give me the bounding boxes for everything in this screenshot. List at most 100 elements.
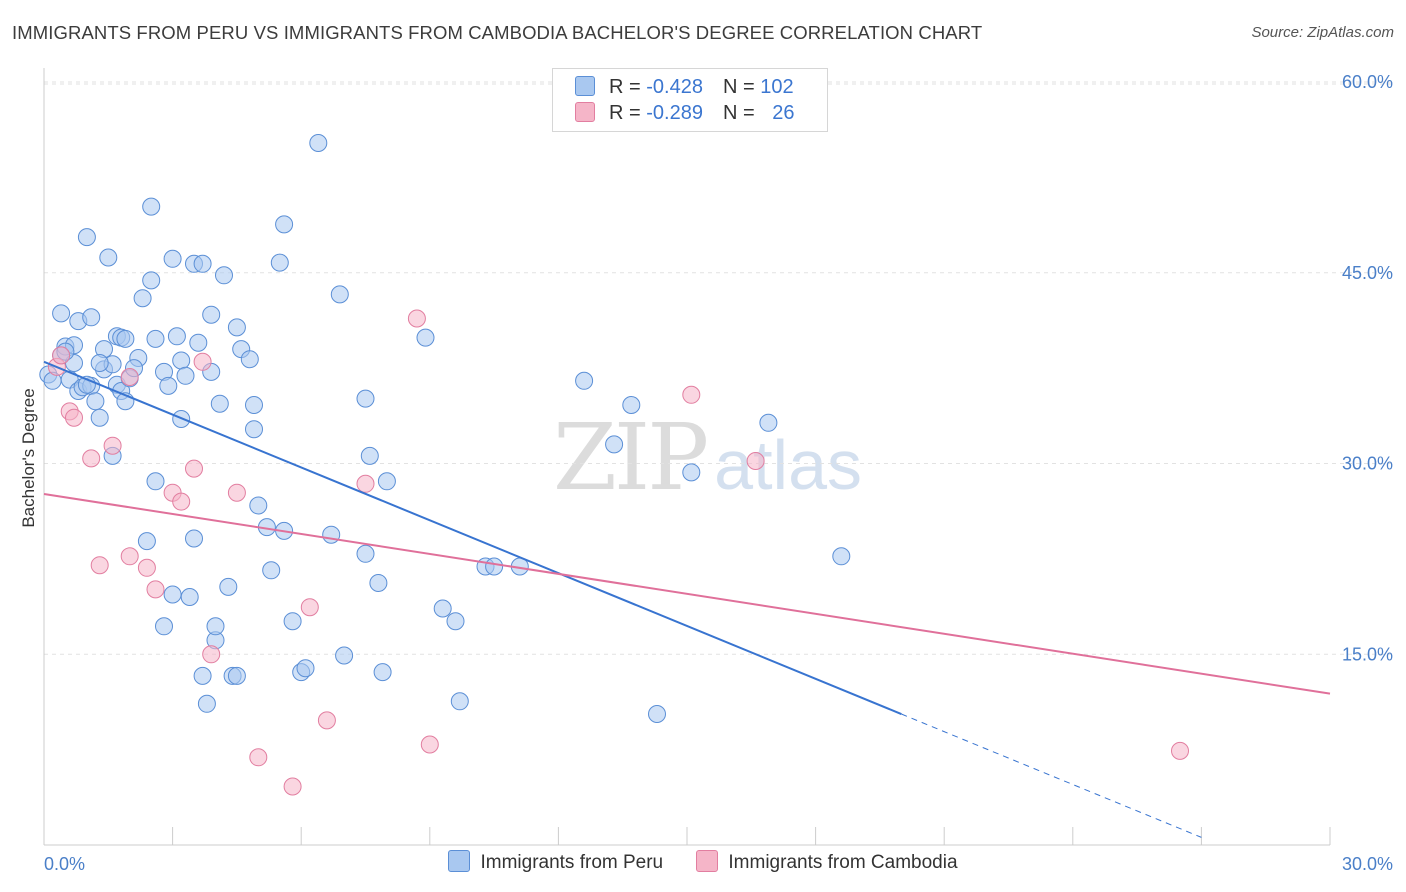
cambodia-point-8	[120, 547, 139, 566]
peru-point-58	[227, 318, 246, 337]
cambodia-point-10	[146, 580, 165, 599]
cambodia-point-14	[193, 352, 212, 371]
cambodia-point-19	[300, 598, 319, 617]
peru-point-66	[262, 561, 281, 580]
axis-labels: 15.0% 30.0% 45.0% 60.0% 0.0% 30.0% Bachelor's …	[19, 72, 1393, 874]
cambodia-point-6	[103, 436, 122, 455]
cambodia-point-16	[227, 483, 246, 502]
peru-point-86	[450, 692, 469, 711]
peru-point-47	[193, 666, 212, 685]
watermark-zip: ZIP	[553, 404, 709, 511]
legend-item-peru[interactable]: Immigrants from Peru	[448, 850, 663, 874]
peru-point-45	[185, 529, 203, 548]
peru-point-56	[219, 577, 238, 596]
y-axis-title: Bachelor's Degree	[19, 388, 38, 527]
peru-point-63	[245, 420, 263, 439]
legend-swatch-peru	[448, 850, 471, 872]
peru-point-62	[245, 396, 263, 414]
y-tick-label-3: 60.0%	[1342, 72, 1393, 92]
trend-line-cambodia	[43, 493, 1331, 695]
peru-point-39	[167, 327, 186, 346]
peru-point-55	[215, 266, 233, 285]
cambodia-n-label: N =	[722, 102, 761, 124]
peru-point-95	[759, 413, 778, 432]
cambodia-point-13	[185, 459, 203, 478]
peru-point-10	[77, 228, 96, 247]
peru-swatch	[575, 76, 595, 96]
peru-point-42	[176, 366, 195, 385]
peru-point-101	[90, 354, 109, 372]
peru-point-59	[227, 666, 246, 685]
peru-point-2	[52, 304, 71, 323]
stats-legend: R = -0.428 N = 102 R = -0.289 N = 26	[552, 68, 828, 132]
peru-point-30	[142, 197, 161, 216]
legend-item-cambodia[interactable]: Immigrants from Cambodia	[696, 850, 958, 874]
peru-point-17	[99, 248, 118, 267]
peru-point-72	[296, 659, 315, 678]
legend-label-cambodia: Immigrants from Cambodia	[728, 852, 958, 873]
peru-point-32	[146, 329, 165, 348]
peru-point-43	[180, 588, 199, 606]
peru-r-value: -0.428	[646, 76, 703, 98]
legend-swatch-cambodia	[696, 850, 719, 872]
series-peru-points	[39, 134, 851, 723]
peru-point-28	[133, 289, 152, 308]
peru-point-33	[146, 472, 165, 491]
peru-point-74	[322, 525, 341, 544]
peru-point-70	[283, 612, 302, 631]
cambodia-point-7	[120, 368, 139, 386]
peru-point-35	[155, 617, 173, 636]
peru-point-40	[172, 351, 191, 370]
cambodia-point-23	[420, 735, 439, 754]
peru-point-31	[142, 271, 161, 290]
peru-point-93	[648, 705, 666, 723]
cambodia-point-1	[52, 346, 71, 365]
peru-point-25	[116, 329, 135, 348]
peru-r-label: R =	[609, 76, 647, 98]
cambodia-point-5	[90, 556, 109, 575]
trend-lines	[43, 360, 1331, 838]
cambodia-r-value: -0.289	[646, 102, 703, 124]
peru-point-84	[433, 599, 452, 618]
stats-row-cambodia: R = -0.289 N = 26	[575, 102, 794, 126]
watermark: ZIP atlas	[553, 404, 862, 511]
peru-point-90	[575, 371, 594, 390]
legend-label-peru: Immigrants from Peru	[480, 852, 664, 873]
peru-point-88	[485, 557, 504, 576]
series-legend: Immigrants from Peru Immigrants from Cam…	[0, 850, 1406, 874]
peru-point-48	[193, 254, 212, 273]
peru-point-36	[159, 376, 178, 395]
peru-point-67	[270, 253, 289, 272]
peru-point-85	[446, 612, 465, 631]
peru-point-77	[356, 389, 375, 408]
x-tick-label-max: 30.0%	[1342, 854, 1393, 874]
cambodia-point-26	[1171, 741, 1189, 760]
peru-point-54	[210, 394, 229, 413]
peru-point-78	[356, 544, 375, 563]
peru-point-50	[202, 305, 221, 324]
peru-point-64	[249, 496, 268, 515]
cambodia-point-15	[202, 645, 221, 664]
cambodia-point-9	[137, 558, 156, 577]
y-tick-label-2: 45.0%	[1342, 263, 1393, 283]
x-tick-label-min: 0.0%	[44, 854, 85, 874]
peru-point-14	[90, 408, 109, 427]
cambodia-point-24	[682, 385, 701, 404]
peru-point-75	[330, 285, 349, 304]
peru-point-13	[86, 392, 105, 411]
peru-point-68	[275, 215, 294, 234]
cambodia-r-label: R =	[609, 102, 647, 124]
peru-point-82	[377, 472, 396, 491]
peru-point-49	[197, 694, 216, 713]
y-tick-label-1: 30.0%	[1342, 454, 1393, 474]
peru-point-37	[163, 249, 182, 268]
peru-point-29	[137, 532, 156, 551]
peru-point-12	[82, 308, 101, 327]
cambodia-point-25	[746, 452, 765, 470]
peru-point-96	[832, 547, 851, 566]
peru-point-83	[416, 328, 435, 347]
y-tick-label-0: 15.0%	[1342, 644, 1393, 664]
cambodia-point-12	[172, 492, 191, 511]
series-cambodia-points	[47, 309, 1189, 796]
